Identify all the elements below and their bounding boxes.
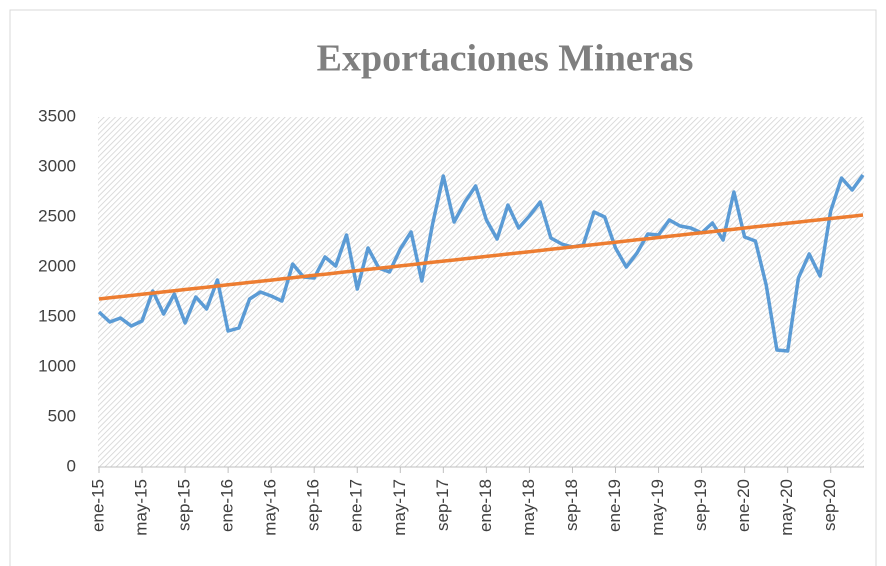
x-tick-label: may-17 (390, 479, 409, 536)
series-line (98, 213, 864, 301)
series-line (97, 173, 865, 353)
y-tick-label: 3000 (38, 156, 76, 175)
x-tick-label: ene-17 (347, 479, 366, 532)
x-tick-label: sep-17 (433, 479, 452, 531)
x-tick-label: ene-16 (218, 479, 237, 532)
y-tick-label: 0 (67, 456, 76, 475)
y-tick-label: 1500 (38, 306, 76, 325)
y-tick-label: 2000 (38, 256, 76, 275)
chart-title: Exportaciones Mineras (317, 38, 694, 80)
x-tick-label: ene-15 (88, 479, 107, 532)
plot-area (98, 117, 864, 467)
x-tick-label: sep-18 (562, 479, 581, 531)
y-tick-label: 2500 (38, 206, 76, 225)
x-tick-label: may-19 (648, 479, 667, 536)
x-tick-label: sep-15 (175, 479, 194, 531)
x-tick-label: may-20 (777, 479, 796, 536)
y-tick-label: 500 (48, 406, 76, 425)
y-tick-label: 3500 (38, 106, 76, 125)
x-tick-label: ene-20 (734, 479, 753, 532)
x-tick-label: sep-16 (304, 479, 323, 531)
x-tick-label: ene-19 (605, 479, 624, 532)
y-tick-label: 1000 (38, 356, 76, 375)
x-tick-label: sep-20 (820, 479, 839, 531)
x-tick-label: sep-19 (691, 479, 710, 531)
x-tick-label: may-16 (261, 479, 280, 536)
x-tick-label: may-18 (519, 479, 538, 536)
x-tick-label: ene-18 (476, 479, 495, 532)
x-tick-label: may-15 (132, 479, 151, 536)
